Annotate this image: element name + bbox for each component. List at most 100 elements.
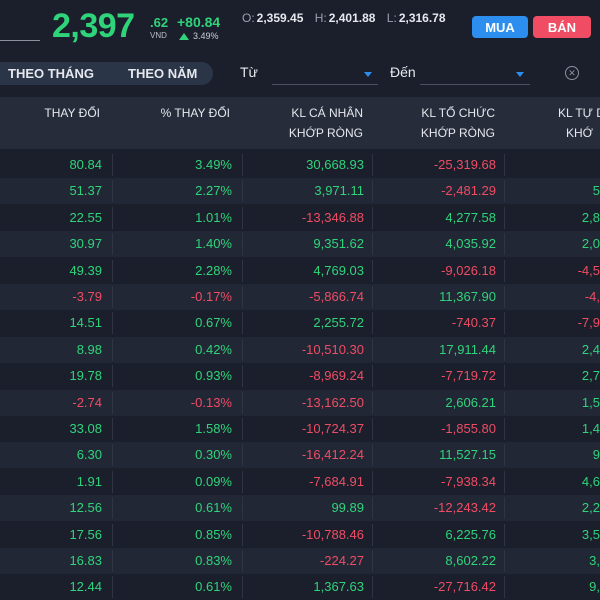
cell-change-percent: 1.40%	[195, 236, 232, 252]
cell-proprietary-net: 2,4	[581, 341, 600, 357]
arrow-up-icon	[179, 32, 189, 40]
header-change: THAY ĐỔI	[44, 106, 100, 120]
sell-button[interactable]: BÁN	[533, 16, 591, 38]
cell-proprietary-net: 2,8	[581, 209, 600, 225]
column-separator	[504, 497, 505, 520]
column-separator	[112, 233, 113, 256]
clear-icon[interactable]: ✕	[565, 66, 579, 80]
to-label: Đến	[390, 64, 416, 80]
tab-month[interactable]: THEO THÁNG	[8, 66, 94, 81]
cell-proprietary-net: 3,5	[581, 526, 600, 542]
cell-proprietary-net: 9,	[589, 579, 600, 595]
cell-change: 80.84	[69, 157, 102, 172]
cell-individual-net: -13,162.50	[301, 394, 364, 410]
table-row: 17.56 0.85% -10,788.46 6,225.76 3,5	[0, 522, 600, 548]
cell-organization-net: -7,719.72	[441, 368, 496, 384]
column-separator	[372, 550, 373, 572]
cell-proprietary-net: -4,	[584, 289, 600, 304]
column-separator	[112, 286, 113, 308]
to-date-select[interactable]	[420, 62, 530, 85]
cell-individual-net: 4,769.03	[313, 262, 364, 278]
cell-organization-net: 8,602.22	[445, 553, 496, 568]
cell-change: 16.83	[69, 553, 102, 568]
cell-change-percent: 0.85%	[195, 526, 232, 542]
header-proprietary-net: KL TỰ D KHỚ	[558, 106, 600, 140]
cell-change: 12.56	[69, 500, 102, 516]
header-change-percent: % THAY ĐỔI	[160, 106, 230, 120]
cell-organization-net: -9,026.18	[441, 262, 496, 278]
index-price: 2,397	[52, 7, 135, 45]
cell-change-percent: 2.27%	[195, 183, 232, 199]
change-percent: 3.49%	[193, 31, 219, 41]
low-key: L:	[386, 11, 397, 25]
table-row: -2.74 -0.13% -13,162.50 2,606.21 1,5	[0, 389, 600, 416]
cell-proprietary-net: 2,2	[581, 500, 600, 516]
column-separator	[372, 233, 373, 256]
column-separator	[372, 338, 373, 361]
index-price-fraction: .62	[150, 15, 169, 30]
cell-change-percent: 1.01%	[195, 209, 232, 225]
cell-change-percent: -0.17%	[190, 289, 232, 304]
column-separator	[242, 233, 243, 256]
cell-change: 19.78	[69, 368, 102, 384]
table-row: 19.78 0.93% -8,969.24 -7,719.72 2,7	[0, 363, 600, 389]
cell-change: 17.56	[69, 526, 102, 542]
change-percent-row: 3.49%	[179, 31, 219, 41]
cell-proprietary-net: -4,5	[577, 262, 600, 278]
column-separator	[372, 391, 373, 414]
column-separator	[242, 180, 243, 203]
from-date-select[interactable]	[272, 62, 378, 85]
column-separator	[112, 418, 113, 440]
table-row: 80.84 3.49% 30,668.93 -25,319.68	[0, 152, 600, 178]
column-separator	[504, 523, 505, 546]
cell-proprietary-net	[510, 152, 600, 178]
column-separator	[372, 365, 373, 388]
cell-proprietary-net: 3,	[589, 553, 600, 568]
cell-change: -3.79	[72, 289, 102, 304]
column-separator	[504, 576, 505, 599]
change-absolute: +80.84	[177, 14, 221, 30]
cell-change-percent: 2.28%	[195, 262, 232, 278]
low-value: 2,316.78	[398, 11, 446, 25]
column-separator	[242, 206, 243, 229]
cell-change: 12.44	[69, 579, 102, 595]
cell-change-percent: 0.61%	[195, 500, 232, 516]
chevron-down-icon	[516, 72, 524, 77]
column-separator	[372, 259, 373, 282]
cell-individual-net: 3,971.11	[314, 183, 364, 199]
cell-proprietary-net: 4,6	[581, 473, 600, 489]
cell-individual-net: 30,668.93	[306, 157, 364, 172]
column-separator	[504, 286, 505, 308]
cell-organization-net: -12,243.42	[433, 500, 496, 516]
table-row: 51.37 2.27% 3,971.11 -2,481.29 5	[0, 178, 600, 205]
column-separator	[112, 576, 113, 599]
table-row: 12.44 0.61% 1,367.63 -27,716.42 9,	[0, 574, 600, 600]
column-separator	[504, 418, 505, 440]
cell-organization-net: 17,911.44	[439, 341, 496, 357]
column-separator	[242, 497, 243, 520]
high-key: H:	[314, 11, 327, 25]
table-row: 49.39 2.28% 4,769.03 -9,026.18 -4,5	[0, 258, 600, 284]
tab-year[interactable]: THEO NĂM	[128, 66, 198, 81]
cell-organization-net: 11,527.15	[439, 447, 496, 463]
table-row: 8.98 0.42% -10,510.30 17,911.44 2,4	[0, 336, 600, 363]
column-separator	[372, 418, 373, 440]
cell-change-percent: 0.09%	[195, 473, 232, 489]
column-separator	[242, 154, 243, 176]
column-separator	[242, 391, 243, 414]
cell-change: 14.51	[69, 315, 102, 331]
cell-individual-net: -13,346.88	[301, 209, 364, 225]
column-separator	[112, 154, 113, 176]
top-bar: 2,397 .62 VND +80.84 3.49% O: 2,359.45 H:…	[0, 0, 600, 58]
cell-individual-net: -7,684.91	[309, 473, 364, 489]
buy-button[interactable]: MUA	[472, 16, 528, 38]
cell-organization-net: 11,367.90	[439, 289, 496, 304]
column-separator	[372, 180, 373, 203]
column-separator	[504, 444, 505, 467]
cell-individual-net: -10,788.46	[301, 526, 364, 542]
column-separator	[504, 206, 505, 229]
column-separator	[504, 338, 505, 361]
column-separator	[242, 365, 243, 388]
cell-individual-net: -224.27	[319, 553, 364, 568]
column-separator	[242, 312, 243, 335]
